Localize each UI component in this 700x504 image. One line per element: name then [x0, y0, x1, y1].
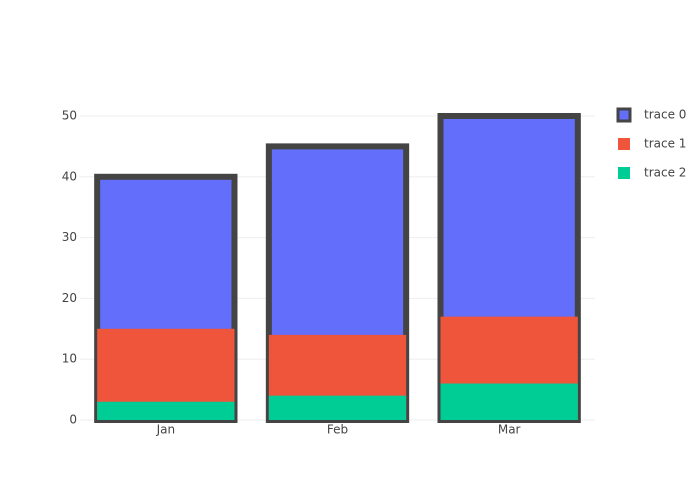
bar: [268, 395, 407, 420]
y-tick-label: 0: [69, 413, 77, 427]
legend-marker: [618, 138, 630, 150]
bar: [97, 401, 235, 420]
y-tick-label: 30: [62, 230, 77, 244]
legend-marker: [616, 107, 632, 123]
y-tick-label: 10: [62, 352, 77, 366]
legend-label: trace 0: [644, 108, 686, 122]
y-tick-label: 20: [62, 291, 77, 305]
legend-label: trace 2: [644, 166, 686, 180]
legend-marker: [618, 167, 630, 179]
legend-label: trace 1: [644, 137, 686, 151]
bar: [440, 383, 578, 420]
y-tick-label: 50: [62, 108, 77, 122]
y-tick-label: 40: [62, 169, 77, 183]
x-tick-label: Mar: [498, 423, 521, 437]
x-tick-label: Feb: [327, 423, 348, 437]
x-tick-label: Jan: [156, 423, 176, 437]
